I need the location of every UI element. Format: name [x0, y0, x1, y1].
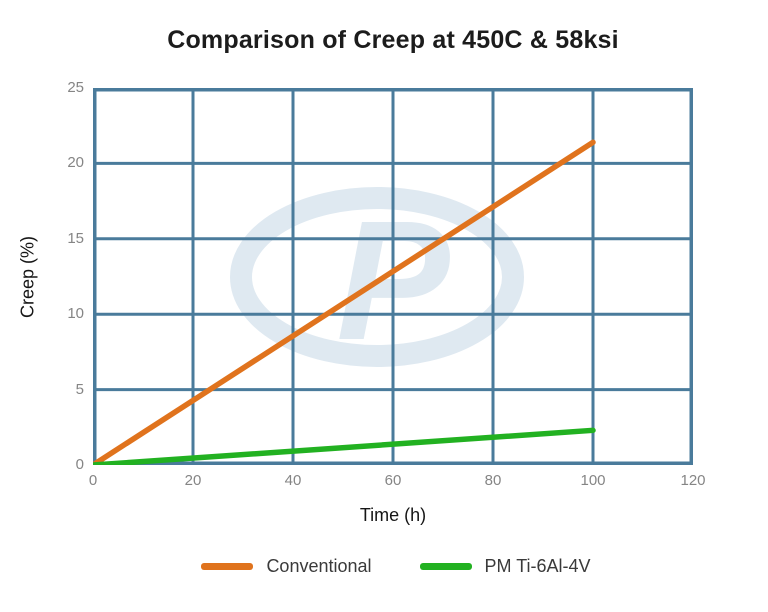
legend-item-pm-ti-6al-4v: PM Ti-6Al-4V [419, 556, 591, 577]
x-tick-label: 20 [184, 472, 202, 489]
series-line-pm-ti-6al-4v [93, 427, 596, 465]
y-tick-label: 0 [75, 456, 84, 473]
chart-title: Comparison of Creep at 450C & 58ksi [167, 26, 619, 54]
y-tick-label: 10 [67, 305, 84, 323]
x-tick-label: 80 [484, 472, 502, 489]
x-tick-label: 40 [284, 472, 302, 489]
y-tick-label: 25 [67, 79, 84, 96]
legend-swatch [419, 563, 472, 570]
x-axis-title: Time (h) [359, 505, 427, 525]
y-tick-label: 20 [67, 154, 84, 172]
plot-area: P [93, 88, 693, 465]
x-tick-label: 100 [580, 472, 606, 489]
legend-item-conventional: Conventional [201, 556, 372, 577]
legend-label: PM Ti-6Al-4V [484, 556, 591, 576]
x-tick-label: 0 [88, 472, 98, 489]
plot-border [93, 88, 693, 465]
legend: Conventional PM Ti-6Al-4V [0, 556, 768, 577]
y-tick-label: 5 [75, 380, 84, 398]
x-tick-label: 120 [680, 472, 706, 489]
legend-label: Conventional [266, 556, 372, 576]
y-tick-label: 15 [67, 229, 84, 247]
legend-swatch [201, 563, 254, 570]
x-tick-label: 60 [384, 472, 402, 489]
series-line-conventional [93, 139, 596, 465]
